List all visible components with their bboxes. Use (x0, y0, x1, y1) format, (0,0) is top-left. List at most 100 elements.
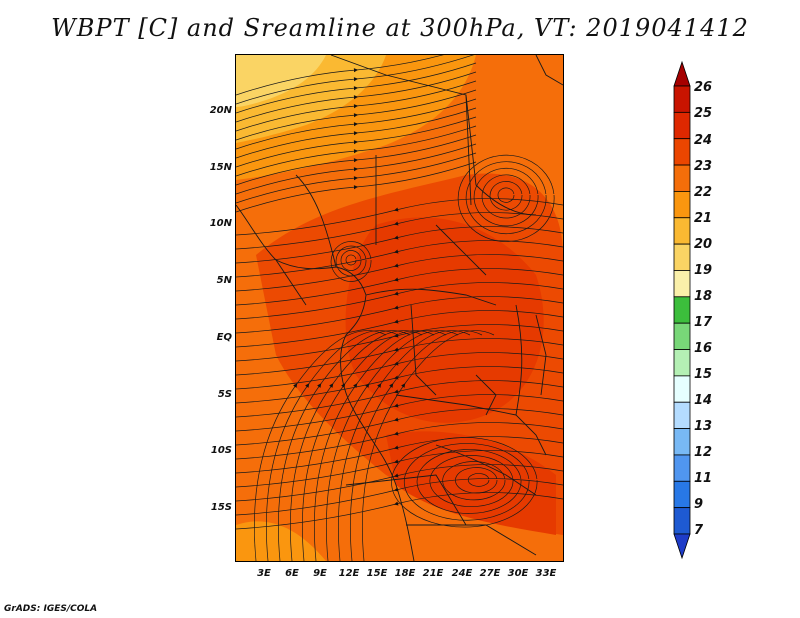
lon-label-6e: 6E (285, 568, 299, 579)
streamline (236, 80, 477, 132)
colorbar-segment (673, 322, 691, 350)
streamline (236, 55, 475, 105)
colorbar-label: 18 (694, 289, 713, 304)
streamline (326, 330, 459, 561)
colorbar-segment (673, 507, 691, 535)
streamline (236, 394, 563, 432)
lon-label-3e: 3E (257, 568, 271, 579)
colorbar-segment (673, 296, 691, 324)
streamline (236, 62, 477, 114)
streamline (236, 450, 563, 488)
colorbar-segment (673, 428, 691, 456)
lon-label-18e: 18E (394, 568, 416, 579)
colorbar-segment (673, 138, 691, 166)
streamline (236, 408, 563, 446)
lat-label-5n: 5N (216, 275, 232, 286)
colorbar-segment (673, 454, 691, 482)
colorbar-label: 11 (694, 471, 713, 486)
streamline (236, 296, 563, 334)
streamline (338, 330, 471, 561)
streamline (236, 125, 477, 177)
lat-label-20n: 20N (209, 105, 232, 116)
streamline (236, 338, 563, 376)
colorbar-label: 14 (694, 393, 713, 408)
colorbar-top-arrow (673, 60, 691, 87)
streamline (266, 330, 399, 561)
colorbar-segment (673, 243, 691, 271)
streamline (362, 330, 495, 561)
streamline (429, 455, 514, 507)
lon-label-12e: 12E (338, 568, 360, 579)
lon-label-9e: 9E (313, 568, 327, 579)
streamline (467, 473, 490, 487)
colorbar-bottom-arrow (673, 533, 691, 560)
streamline (335, 245, 367, 277)
streamline (236, 98, 477, 150)
lon-label-27e: 27E (479, 568, 501, 579)
colorbar-label: 25 (694, 106, 713, 121)
colorbar-label: 9 (694, 497, 704, 512)
streamline (302, 330, 435, 561)
streamline (236, 478, 563, 516)
chart-title: WBPT [C] and Sreamline at 300hPa, VT: 20… (51, 14, 749, 42)
wbpt-shading-24-south (386, 431, 556, 535)
lat-label-10n: 10N (209, 218, 232, 229)
streamline (278, 330, 411, 561)
streamline (236, 436, 563, 474)
colorbar-label: 19 (694, 263, 713, 278)
credit-text: GrADS: IGES/COLA (4, 604, 98, 614)
streamline (350, 330, 483, 561)
streamline (236, 212, 563, 250)
streamline (236, 55, 444, 96)
streamline (489, 181, 523, 211)
streamline (254, 330, 387, 561)
colorbar (673, 60, 691, 560)
streamline (236, 282, 563, 320)
lat-label-15n: 15N (209, 162, 232, 173)
streamline (236, 492, 563, 530)
lon-label-21e: 21E (422, 568, 444, 579)
streamline (416, 449, 522, 514)
colorbar-segment (673, 217, 691, 245)
lat-label-10s: 10S (210, 445, 232, 456)
streamline (457, 154, 555, 242)
streamline (314, 330, 447, 561)
country-borders (236, 55, 563, 561)
colorbar-label: 15 (694, 367, 713, 382)
colorbar-segment (673, 480, 691, 509)
streamline (236, 310, 563, 348)
streamline (236, 116, 477, 168)
streamline (455, 467, 498, 494)
colorbar-label: 16 (694, 341, 713, 356)
colorbar-segment (673, 111, 691, 140)
colorbar-segment (673, 85, 691, 113)
streamlines (236, 55, 563, 561)
streamline (236, 254, 563, 292)
streamline (442, 461, 506, 501)
wbpt-field-map (236, 55, 563, 561)
lon-label-33e: 33E (535, 568, 557, 579)
streamline (236, 107, 477, 159)
lat-label-15s: 15S (210, 502, 232, 513)
colorbar-segment (673, 375, 691, 403)
lat-label-eq: EQ (216, 332, 232, 343)
streamline (473, 167, 539, 227)
streamline (465, 161, 547, 235)
colorbar-label: 7 (694, 523, 704, 538)
streamline (340, 250, 362, 271)
map-panel (235, 54, 564, 562)
streamline (330, 241, 372, 282)
streamline (345, 254, 357, 266)
streamline (236, 143, 477, 195)
colorbar-label: 26 (694, 80, 713, 95)
colorbar-label: 24 (694, 133, 713, 148)
streamline (236, 324, 563, 362)
colorbar-segment (673, 191, 691, 219)
streamline (236, 134, 477, 186)
colorbar-label: 20 (694, 237, 713, 252)
lon-label-24e: 24E (451, 568, 473, 579)
streamline (236, 352, 563, 390)
lon-label-30e: 30E (507, 568, 529, 579)
streamline (403, 443, 530, 521)
streamline (236, 71, 477, 123)
